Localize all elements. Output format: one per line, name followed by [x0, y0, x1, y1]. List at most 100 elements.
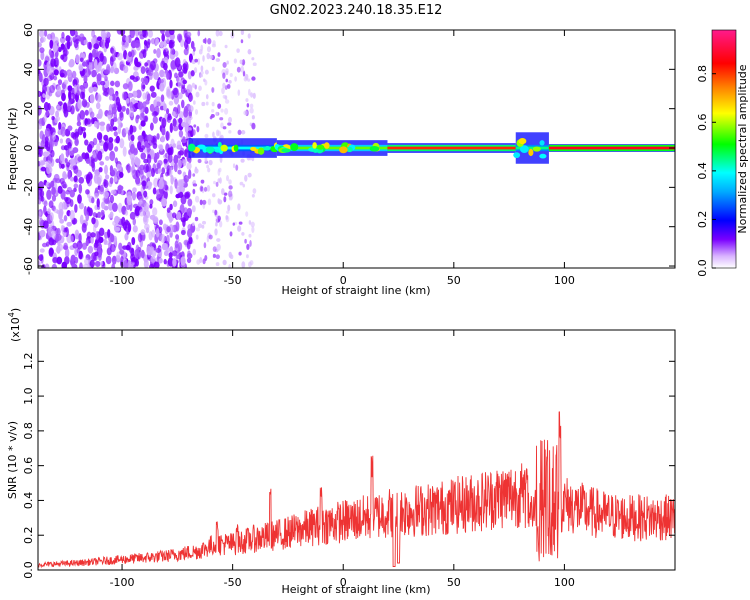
spectrogram-noise-blob [45, 234, 50, 240]
spectrogram-noise-blob [219, 177, 222, 184]
spectrogram-noise-blob [135, 169, 141, 178]
spectrogram-noise-blob [194, 195, 200, 203]
spectrogram-noise-blob [107, 140, 114, 151]
spectrogram-noise-blob [119, 249, 125, 255]
spectrogram-noise-blob [104, 198, 111, 205]
spectrogram-noise-blob [82, 81, 89, 89]
spectrogram-noise-blob [212, 253, 217, 258]
spectrogram-noise-blob [195, 91, 200, 98]
spectrogram-noise-blob [185, 122, 189, 128]
spectrogram-noise-blob [90, 232, 96, 238]
spectrogram-carrier-blob [312, 142, 317, 149]
spectrogram-noise-blob [67, 70, 72, 78]
spectrogram-noise-blob [110, 80, 115, 87]
snr-ytick-label: 0.8 [22, 422, 35, 440]
spectrogram-noise-blob [172, 212, 177, 219]
spectrogram-noise-blob [149, 199, 154, 206]
spectrogram-noise-blob [149, 263, 155, 268]
spectrogram-noise-blob [204, 69, 209, 75]
spectrogram-noise-blob [62, 49, 69, 57]
spectrogram-noise-blob [74, 94, 79, 101]
spectrogram-noise-blob [155, 227, 160, 238]
spectrogram-noise-blob [215, 262, 220, 267]
spectrogram-noise-blob [113, 131, 118, 137]
spectrogram-noise-blob [169, 41, 175, 49]
spectrogram-noise-blob [218, 30, 223, 37]
spectrogram-noise-blob [38, 180, 44, 191]
spectrogram-noise-blob [109, 194, 115, 204]
spectrogram-noise-blob [51, 194, 57, 202]
spectrogram-noise-blob [174, 240, 179, 249]
spectrogram-noise-blob [224, 85, 228, 90]
spectrogram-noise-blob [54, 117, 59, 124]
spectrogram-noise-blob [200, 179, 205, 184]
spectrogram-noise-blob [142, 92, 147, 101]
spectrogram-noise-blob [96, 131, 103, 141]
spectrogram-noise-blob [46, 163, 51, 175]
spectrogram-noise-blob [66, 221, 72, 227]
spectrogram-noise-blob [112, 220, 117, 226]
spectrogram-noise-blob [105, 255, 112, 265]
spectrogram-noise-blob [178, 71, 184, 78]
spectrogram-noise-blob [76, 83, 80, 92]
spectrogram-noise-blob [84, 257, 90, 266]
spectrogram-noise-blob [125, 107, 130, 115]
spectrogram-noise-blob [127, 92, 134, 98]
spectrogram-noise-blob [114, 80, 121, 88]
spectrogram-noise-blob [182, 79, 187, 85]
spectrogram-noise-blob [59, 138, 64, 144]
spectrogram-noise-blob [98, 236, 104, 244]
spectrogram-noise-blob [173, 95, 180, 105]
spectrogram-noise-blob [59, 218, 65, 224]
spectrogram-noise-blob [110, 189, 117, 195]
spectrogram-noise-blob [146, 171, 152, 178]
spectrogram-noise-blob [97, 211, 101, 219]
spectrogram-noise-blob [56, 245, 61, 254]
spectrogram-noise-blob [125, 244, 131, 251]
spectrogram-noise-blob [155, 247, 162, 253]
spectrogram-noise-blob [44, 263, 50, 268]
spectrogram-xtick-label: -100 [110, 274, 135, 287]
spectrogram-noise-blob [121, 105, 126, 112]
spectrogram-noise-blob [52, 42, 58, 53]
spectrogram-noise-blob [126, 194, 133, 206]
spectrogram-noise-blob [212, 131, 215, 138]
spectrogram-noise-blob [83, 39, 89, 45]
spectrogram-noise-blob [58, 122, 62, 130]
spectrogram-noise-blob [100, 209, 105, 217]
spectrogram-carrier-core [387, 146, 516, 150]
spectrogram-noise-blob [181, 121, 187, 128]
spectrogram-noise-blob [130, 134, 135, 142]
spectrogram-noise-blob [79, 91, 85, 100]
spectrogram-noise-blob [94, 260, 101, 268]
spectrogram-noise-blob [70, 254, 76, 262]
spectrogram-noise-blob [125, 35, 130, 43]
spectrogram-noise-blob [219, 117, 224, 121]
spectrogram-noise-blob [74, 229, 80, 240]
figure-title: GN02.2023.240.18.35.E12 [270, 3, 443, 18]
spectrogram-noise-blob [161, 197, 168, 207]
spectrogram-noise-blob [176, 249, 181, 259]
spectrogram-noise-blob [73, 39, 79, 49]
spectrogram-noise-blob [55, 233, 62, 241]
spectrogram-noise-blob [191, 205, 196, 213]
spectrogram-carrier-blob [187, 143, 196, 152]
spectrogram-noise-blob [85, 189, 90, 195]
spectrogram-noise-blob [229, 254, 234, 260]
spectrogram-noise-blob [160, 233, 166, 243]
spectrogram-noise-blob [153, 99, 158, 107]
spectrogram-noise-blob [236, 48, 240, 53]
spectrogram-ytick-label: 60 [22, 23, 35, 37]
spectrogram-noise-blob [217, 103, 222, 109]
spectrogram-noise-blob [64, 157, 68, 164]
spectrogram-noise-blob [104, 138, 109, 149]
spectrogram-noise-blob [48, 90, 53, 97]
spectrogram-noise-blob [169, 203, 173, 211]
spectrogram-noise-blob [53, 208, 59, 214]
spectrogram-noise-blob [43, 200, 48, 207]
spectrogram-noise-blob [92, 150, 97, 159]
spectrogram-noise-blob [160, 30, 165, 35]
spectrogram-noise-blob [127, 223, 132, 233]
spectrogram-noise-blob [122, 221, 127, 231]
spectrogram-noise-blob [234, 76, 237, 82]
